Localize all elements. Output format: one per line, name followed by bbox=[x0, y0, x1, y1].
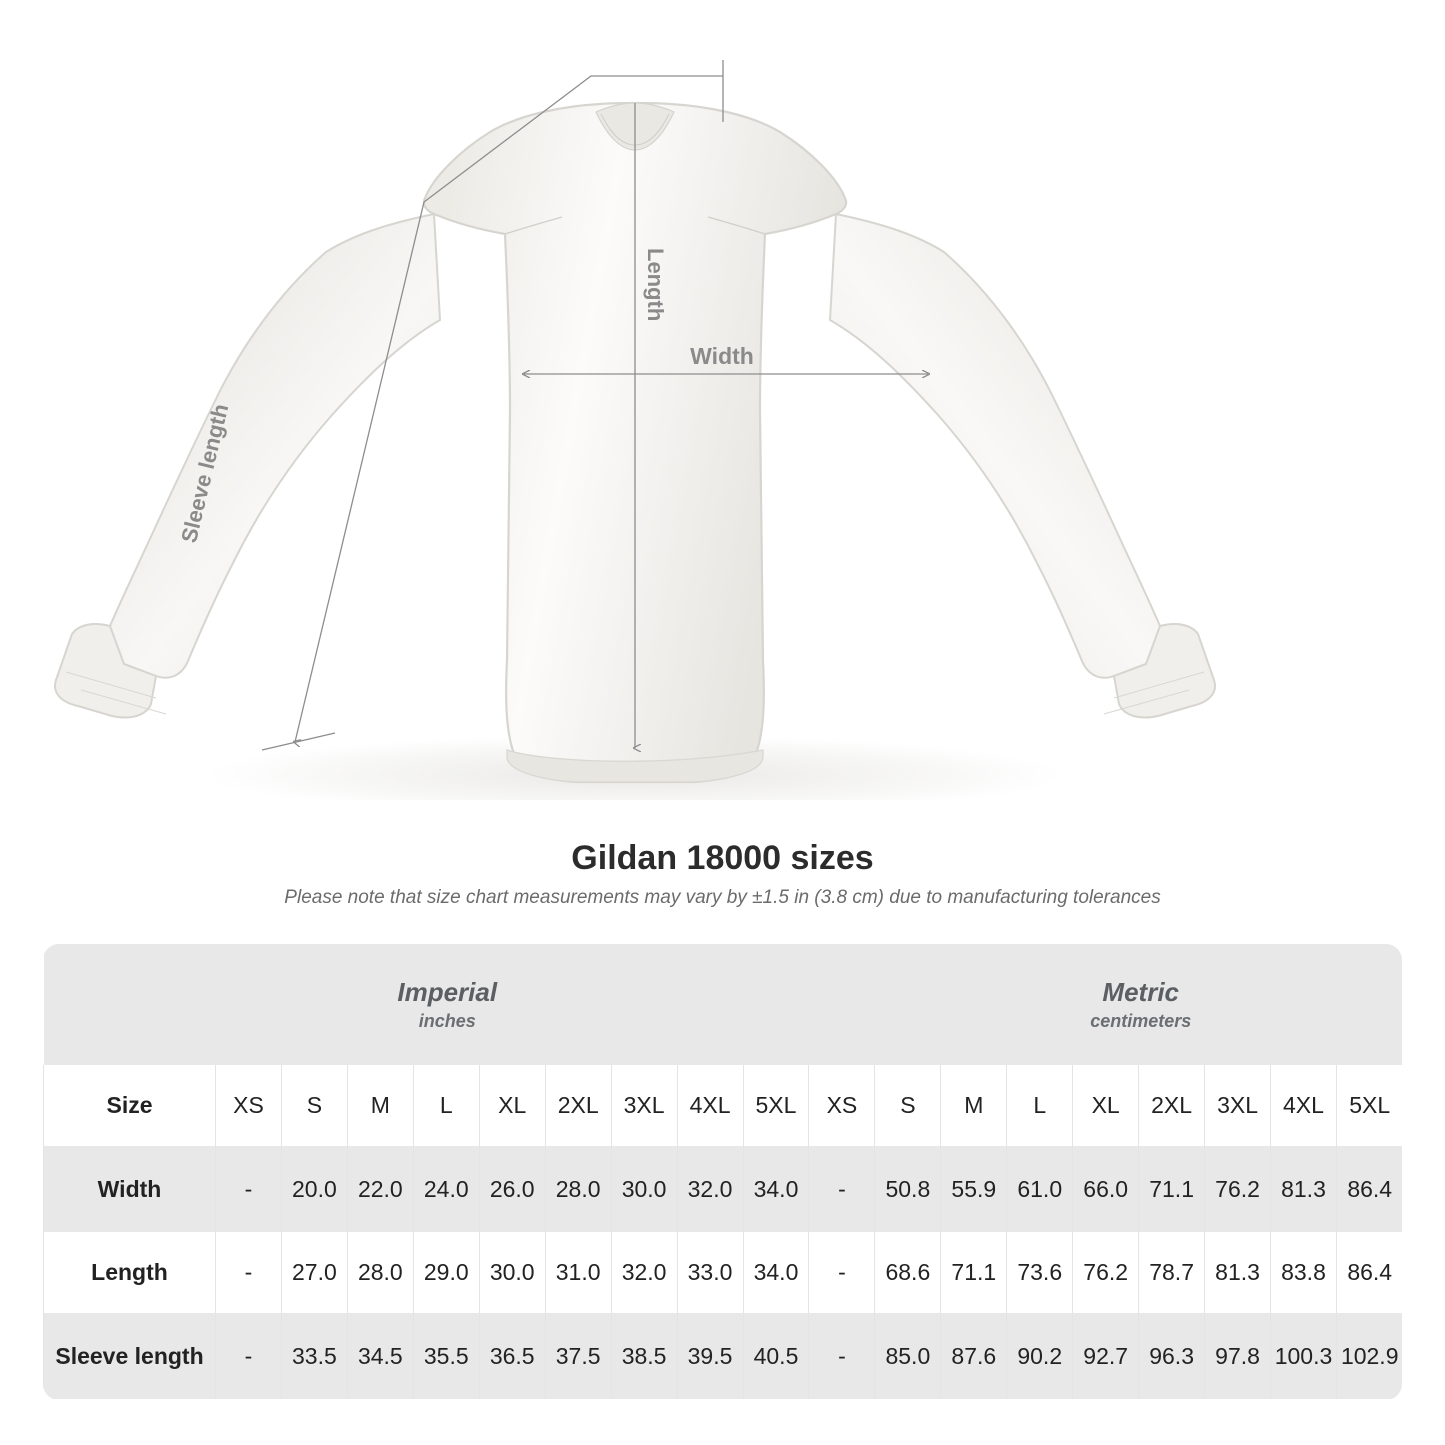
svg-text:Sleeve length: Sleeve length bbox=[176, 401, 233, 545]
svg-text:Length: Length bbox=[643, 248, 668, 321]
svg-text:Width: Width bbox=[690, 343, 754, 369]
